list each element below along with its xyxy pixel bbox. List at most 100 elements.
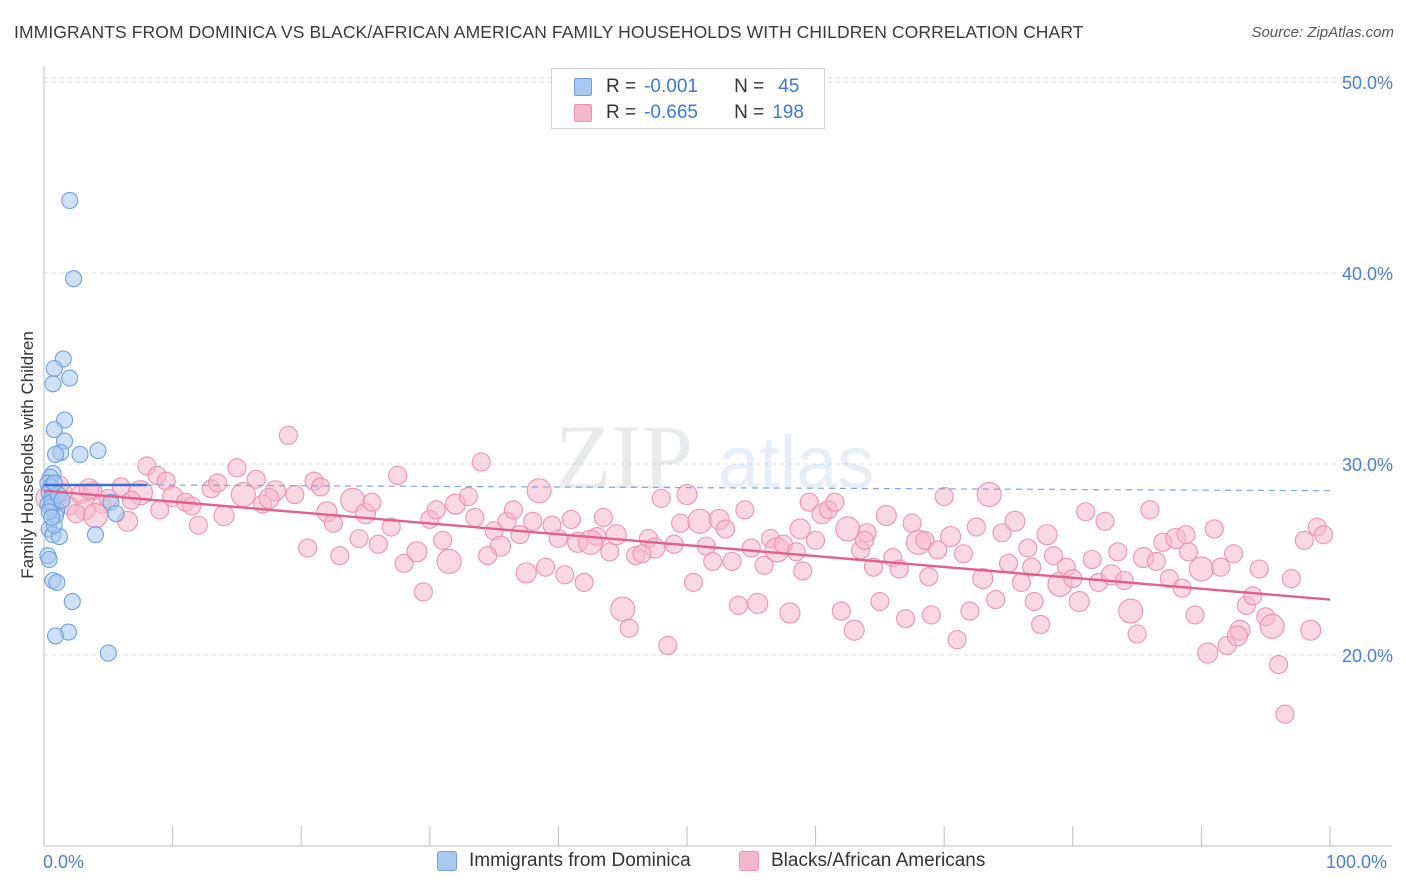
data-point-dominica (53, 491, 71, 509)
data-point-black (728, 595, 748, 615)
data-point-black (593, 507, 613, 528)
data-point-black (1314, 525, 1334, 545)
data-point-dominica (45, 421, 63, 439)
y-tick-label: 40.0% (1342, 264, 1393, 284)
data-point-black (747, 592, 769, 614)
trend-lines (43, 483, 1331, 601)
data-point-dominica (63, 592, 81, 611)
data-point-black (605, 524, 627, 546)
data-point-black (1226, 625, 1248, 647)
data-point-black (843, 619, 865, 641)
data-point-black (381, 517, 401, 537)
legend-r-value: -0.665 (644, 102, 698, 123)
data-point-black (368, 534, 388, 554)
data-point-black (928, 540, 948, 560)
data-point-black (703, 551, 723, 571)
data-point-black (1118, 598, 1144, 624)
data-point-black (278, 425, 298, 445)
data-point-dominica (86, 526, 104, 544)
data-point-black (1011, 572, 1031, 592)
data-point-black (574, 572, 594, 592)
data-point-black (919, 567, 939, 587)
data-point-black (610, 596, 636, 622)
legend-swatch-pink (739, 851, 759, 871)
data-point-black (863, 557, 884, 577)
data-point-black (953, 544, 974, 564)
data-point-black (1243, 586, 1263, 606)
data-point-black (735, 500, 755, 520)
y-tick-label: 20.0% (1342, 646, 1393, 666)
data-point-black (535, 557, 556, 577)
watermark-atlas: atlas (718, 421, 874, 504)
data-point-black (298, 538, 318, 558)
data-point-black (921, 605, 941, 625)
correlation-legend: R = -0.001 N = 45 R = -0.665 N = 198 (551, 68, 825, 129)
data-point-black (208, 473, 228, 493)
data-point-black (82, 503, 108, 529)
watermark: ZIP atlas (555, 406, 874, 508)
legend-label-dominica: Immigrants from Dominica (469, 850, 691, 871)
data-point-black (515, 562, 537, 584)
data-point-black (1068, 590, 1090, 613)
data-point-black (1300, 619, 1322, 641)
data-point-dominica (45, 474, 63, 492)
data-point-black (687, 508, 713, 534)
data-point-black (310, 477, 331, 497)
data-point-black (947, 630, 967, 650)
data-point-black (1269, 654, 1289, 675)
data-point-black (426, 500, 446, 520)
data-point-black (1076, 502, 1096, 522)
data-point-black (1294, 530, 1314, 550)
legend-label-black: Blacks/African Americans (771, 850, 986, 871)
data-point-black (976, 482, 1002, 508)
data-point-black (619, 618, 639, 638)
data-point-black (799, 492, 819, 512)
data-point-black (1095, 511, 1115, 531)
data-point-black (227, 458, 247, 478)
data-point-black (671, 513, 691, 533)
data-point-black (600, 542, 620, 562)
data-point-black (632, 544, 652, 564)
data-point-black (960, 601, 980, 621)
data-point-black (471, 452, 491, 472)
legend-item-dominica[interactable]: Immigrants from Dominica (437, 850, 691, 872)
data-point-black (1031, 614, 1051, 634)
data-point-black (1108, 542, 1128, 562)
blue-series-points (39, 191, 125, 662)
data-point-dominica (99, 644, 117, 662)
data-point-black (1249, 559, 1269, 579)
data-point-black (121, 490, 141, 510)
data-point-black (510, 525, 530, 545)
data-point-black (966, 517, 986, 537)
x-tick-max: 100.0% (1326, 852, 1388, 872)
data-point-black (722, 551, 742, 571)
legend-swatch-blue (437, 851, 457, 871)
data-point-black (658, 635, 678, 656)
data-point-dominica (44, 375, 62, 393)
data-point-black (246, 469, 266, 489)
data-point-black (1211, 557, 1231, 577)
data-point-black (436, 548, 462, 574)
data-point-dominica (61, 191, 79, 209)
data-point-black (182, 496, 202, 516)
trend-line-black (43, 489, 1331, 601)
data-point-black (825, 492, 845, 512)
data-point-black (1024, 591, 1044, 612)
data-point-black (362, 492, 382, 512)
data-point-black (1197, 642, 1219, 664)
data-point-black (915, 530, 935, 550)
data-point-black (986, 590, 1006, 610)
data-point-black (213, 505, 235, 527)
legend-item-black[interactable]: Blacks/African Americans (739, 850, 985, 872)
data-point-black (465, 507, 485, 528)
data-point-black (433, 530, 453, 550)
data-point-black (875, 505, 897, 527)
data-point-black (779, 602, 801, 624)
data-point-black (854, 530, 875, 550)
watermark-zip: ZIP (555, 406, 693, 508)
axes (43, 66, 1392, 847)
data-point-black (330, 546, 350, 566)
data-point-black (561, 509, 581, 529)
data-point-black (1188, 556, 1214, 582)
